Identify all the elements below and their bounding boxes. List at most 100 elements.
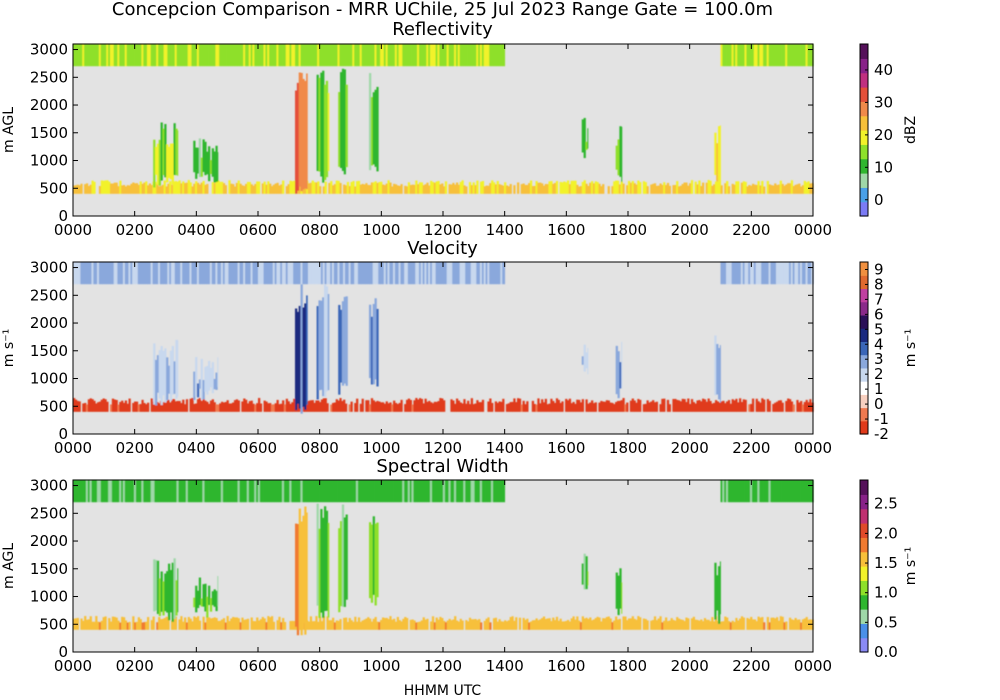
spectral-width-cell bbox=[443, 480, 446, 503]
velocity-cell bbox=[550, 398, 553, 412]
reflectivity-cell bbox=[585, 141, 588, 150]
spectral-width-cell bbox=[626, 620, 629, 630]
velocity-cell bbox=[191, 262, 194, 285]
reflectivity-cell bbox=[91, 180, 94, 194]
velocity-cell bbox=[156, 355, 160, 393]
velocity-colorbar-tick-label: 2 bbox=[874, 365, 884, 383]
reflectivity-cell bbox=[439, 184, 442, 194]
spectral-width-cell bbox=[150, 480, 153, 503]
reflectivity-y-tick-label: 3000 bbox=[30, 41, 68, 59]
spectral-width-cell bbox=[528, 622, 531, 630]
velocity-cell bbox=[387, 262, 390, 285]
spectral-width-cell bbox=[161, 618, 165, 630]
reflectivity-cell bbox=[546, 184, 549, 194]
velocity-cell bbox=[172, 262, 176, 285]
spectral-width-cell bbox=[426, 480, 429, 503]
spectral-width-cell bbox=[381, 480, 385, 503]
spectral-width-cell bbox=[80, 480, 83, 503]
reflectivity-cell bbox=[97, 44, 100, 67]
reflectivity-cell bbox=[361, 183, 364, 194]
velocity-cell bbox=[177, 340, 179, 397]
reflectivity-cell bbox=[309, 182, 313, 194]
reflectivity-cell bbox=[685, 182, 688, 194]
velocity-cell bbox=[380, 262, 383, 285]
velocity-colorbar-segment bbox=[860, 301, 868, 316]
reflectivity-cell bbox=[548, 181, 551, 194]
spectral-width-cell bbox=[74, 480, 78, 503]
reflectivity-cell bbox=[296, 82, 300, 191]
reflectivity-cell bbox=[187, 179, 190, 194]
velocity-cell bbox=[431, 403, 435, 412]
velocity-cell bbox=[317, 400, 320, 412]
velocity-cell bbox=[202, 262, 205, 285]
spectral-width-cell bbox=[324, 480, 327, 503]
velocity-cell bbox=[320, 262, 324, 285]
velocity-cell bbox=[566, 400, 570, 412]
velocity-cell bbox=[763, 262, 766, 285]
spectral-width-cell bbox=[254, 480, 257, 503]
velocity-cell bbox=[300, 262, 303, 285]
velocity-cell bbox=[302, 262, 305, 285]
velocity-cell bbox=[117, 262, 120, 285]
spectral-width-cell bbox=[387, 480, 390, 503]
velocity-cell bbox=[211, 399, 214, 412]
velocity-cell bbox=[491, 262, 494, 285]
spectral-width-cell bbox=[444, 480, 448, 503]
velocity-cell bbox=[513, 398, 516, 412]
reflectivity-cell bbox=[526, 184, 529, 194]
reflectivity-cell bbox=[230, 44, 233, 67]
reflectivity-cell bbox=[731, 183, 734, 194]
reflectivity-cell bbox=[781, 44, 784, 67]
reflectivity-cell bbox=[470, 185, 473, 194]
velocity-cell bbox=[476, 400, 479, 412]
velocity-cell bbox=[158, 262, 161, 285]
velocity-cell bbox=[209, 400, 213, 412]
reflectivity-cell bbox=[461, 180, 464, 194]
spectral-width-cell bbox=[293, 480, 296, 503]
velocity-cell bbox=[807, 402, 810, 412]
velocity-cell bbox=[605, 400, 609, 412]
spectral-width-cell bbox=[746, 480, 749, 503]
velocity-cell bbox=[274, 403, 277, 412]
reflectivity-cell bbox=[759, 44, 762, 67]
velocity-cell bbox=[182, 262, 185, 285]
spectral-width-cell bbox=[111, 616, 115, 630]
velocity-cell bbox=[387, 403, 390, 412]
spectral-width-cell bbox=[794, 617, 797, 630]
velocity-cell bbox=[441, 398, 444, 412]
spectral-width-cell bbox=[496, 480, 499, 503]
velocity-cell bbox=[278, 404, 281, 412]
reflectivity-cell bbox=[350, 44, 353, 67]
velocity-cell bbox=[494, 262, 498, 285]
velocity-cell bbox=[439, 262, 442, 285]
spectral-width-cell bbox=[337, 480, 340, 503]
velocity-cell bbox=[287, 401, 290, 412]
spectral-width-cell bbox=[258, 620, 261, 630]
velocity-cell bbox=[398, 402, 401, 412]
spectral-width-cell bbox=[369, 522, 372, 599]
velocity-cell bbox=[82, 262, 85, 285]
reflectivity-cell bbox=[254, 44, 257, 67]
spectral-width-cell bbox=[696, 619, 699, 630]
spectral-width-colorbar-tick-label: 0.0 bbox=[874, 643, 898, 661]
velocity-cell bbox=[208, 403, 211, 412]
reflectivity-cell bbox=[160, 122, 163, 181]
velocity-cell bbox=[226, 262, 229, 285]
velocity-cell bbox=[761, 262, 764, 285]
reflectivity-cell bbox=[339, 44, 342, 67]
spectral-width-cell bbox=[376, 522, 379, 598]
spectral-width-cell bbox=[93, 621, 96, 630]
velocity-cell bbox=[85, 404, 89, 412]
reflectivity-cell bbox=[619, 126, 622, 177]
velocity-cell bbox=[602, 401, 605, 412]
reflectivity-cell bbox=[241, 185, 244, 194]
reflectivity-cell bbox=[689, 183, 692, 194]
reflectivity-colorbar-segment bbox=[860, 187, 868, 203]
reflectivity-colorbar-segment bbox=[860, 101, 868, 117]
spectral-width-cell bbox=[115, 480, 118, 503]
reflectivity-cell bbox=[98, 186, 102, 194]
spectral-width-cell bbox=[108, 480, 111, 503]
velocity-cell bbox=[263, 262, 266, 285]
spectral-width-cell bbox=[437, 619, 440, 630]
reflectivity-colorbar-tick-label: 10 bbox=[874, 158, 893, 176]
